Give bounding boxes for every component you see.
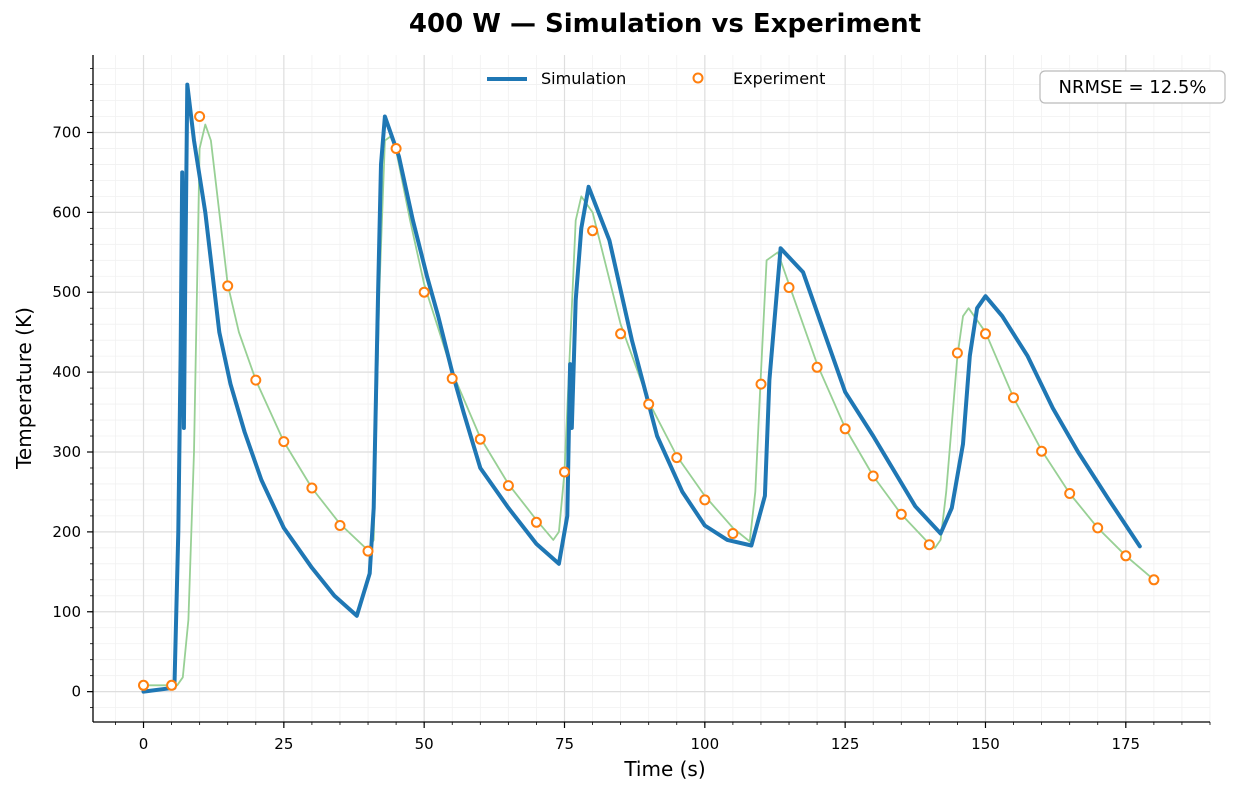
legend-label-simulation: Simulation (541, 69, 626, 88)
experiment-point (306, 482, 318, 494)
major-grid (93, 55, 1210, 722)
experiment-point (1148, 574, 1160, 586)
experiment-point (138, 679, 149, 691)
experiment-point (811, 361, 823, 373)
experiment-point (643, 398, 655, 410)
y-tick-label: 300 (52, 443, 81, 461)
x-tick-label: 100 (691, 735, 720, 753)
y-tick-label: 700 (52, 123, 81, 141)
experiment-point (671, 452, 683, 464)
x-tick-label: 125 (831, 735, 860, 753)
chart-title: 400 W — Simulation vs Experiment (409, 9, 921, 39)
legend: Simulation Experiment (487, 69, 825, 88)
experiment-point (1036, 445, 1048, 457)
experiment-point (194, 111, 206, 122)
experiment-point (474, 433, 486, 445)
experiment-point (867, 470, 879, 482)
experiment-point (1092, 522, 1104, 534)
x-tick-label: 150 (971, 735, 1000, 753)
experiment-point (783, 282, 795, 293)
experiment-point (250, 374, 262, 386)
experiment-point (222, 280, 234, 292)
y-tick-label: 0 (71, 683, 81, 701)
series-layer (138, 82, 1160, 694)
experiment-point (1064, 488, 1076, 499)
experiment-point (362, 545, 374, 557)
experiment-point (418, 286, 430, 298)
nrmse-annotation: NRMSE = 12.5% (1039, 70, 1226, 104)
x-axis-label: Time (s) (623, 757, 705, 781)
experiment-point (755, 378, 767, 390)
y-axis-label: Temperature (K) (12, 307, 36, 470)
experiment-point (923, 539, 935, 551)
experiment-point (587, 225, 599, 237)
x-tick-label: 175 (1111, 735, 1140, 753)
nrmse-text: NRMSE = 12.5% (1058, 77, 1206, 98)
y-tick-label: 500 (52, 283, 81, 301)
x-tick-label: 50 (415, 735, 434, 753)
experiment-point (1008, 392, 1019, 404)
experiment-point (530, 516, 542, 528)
experiment-point (166, 679, 178, 691)
experiment-point (334, 520, 346, 531)
experiment-point (278, 436, 290, 448)
experiment-point (839, 423, 851, 435)
experiment-point (727, 528, 739, 539)
simulation-line (141, 82, 1142, 694)
x-tick-label: 25 (274, 735, 293, 753)
y-tick-label: 600 (52, 203, 81, 221)
y-tick-label: 100 (52, 603, 81, 621)
experiment-point (559, 466, 570, 478)
experiment-point (895, 508, 907, 520)
experiment-point (1120, 550, 1132, 562)
ticks: 0 25 50 75 100 125 150 175 0 100 200 300 400 500 600 70… (52, 68, 1211, 753)
experiment-fit-line (142, 123, 1155, 687)
nrmse-box (1039, 70, 1226, 104)
legend-label-experiment: Experiment (733, 69, 825, 88)
x-tick-label: 75 (555, 735, 574, 753)
experiment-point (502, 480, 514, 492)
experiment-point (615, 328, 627, 340)
legend-swatch-experiment (692, 72, 704, 84)
experiment-point (446, 373, 458, 384)
x-tick-label: 0 (139, 735, 149, 753)
experiment-point (699, 494, 711, 506)
experiment-point (951, 347, 963, 359)
y-tick-label: 200 (52, 523, 81, 541)
y-tick-label: 400 (52, 363, 81, 381)
experiment-point (390, 143, 402, 154)
experiment-point (980, 328, 991, 340)
